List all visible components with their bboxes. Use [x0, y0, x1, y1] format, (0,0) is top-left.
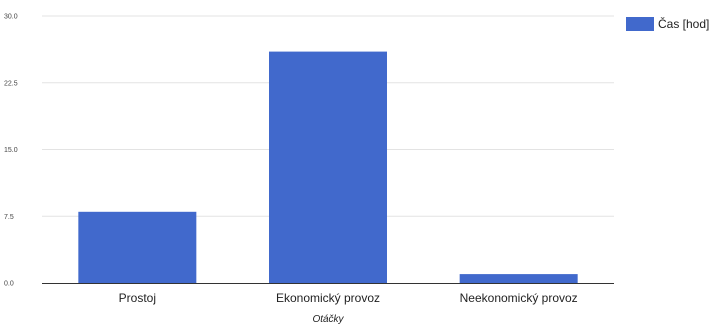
y-tick-label: 0.0 — [4, 281, 14, 288]
bar — [269, 51, 387, 283]
y-tick-label: 15.0 — [4, 147, 18, 154]
bars — [78, 51, 578, 283]
legend: Čas [hod] — [626, 16, 709, 31]
y-tick-label: 30.0 — [4, 14, 18, 21]
x-axis-title: Otáčky — [312, 314, 344, 325]
x-category-label: Neekonomický provoz — [460, 291, 578, 305]
x-category-label: Prostoj — [119, 291, 156, 305]
legend-label: Čas [hod] — [658, 16, 709, 31]
bar — [78, 211, 197, 283]
bar — [459, 274, 578, 283]
x-axis-categories: Prostoj Ekonomický provoz Neekonomický pro… — [119, 291, 578, 305]
legend-swatch — [626, 17, 654, 31]
y-tick-label: 22.5 — [4, 80, 18, 87]
y-axis-ticks: 0.0 7.5 15.0 22.5 30.0 — [4, 14, 18, 288]
x-category-label: Ekonomický provoz — [276, 291, 380, 305]
y-tick-label: 7.5 — [4, 214, 14, 221]
